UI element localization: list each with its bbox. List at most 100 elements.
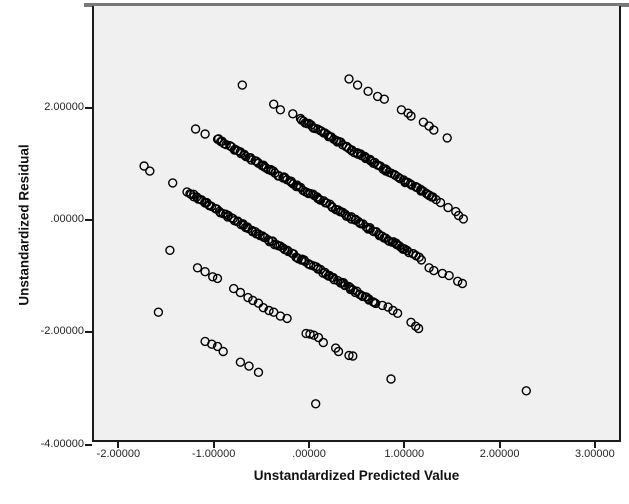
scatter-point [414,252,424,262]
scatter-point [309,330,319,340]
scatter-point [458,214,469,224]
y-tick-mark [85,443,92,446]
scatter-point [244,361,254,371]
x-tick-label: .00000 [292,448,326,460]
scatter-point [268,307,279,317]
x-tick-label: 3.00000 [575,448,615,460]
scatter-point [358,219,368,229]
scatter-point [416,255,427,265]
scatter-point [379,94,389,104]
scatter-point [457,278,468,289]
scatter-point [258,303,269,313]
scatter-point [332,275,343,286]
scatter-point [165,245,175,256]
scatter-point [235,357,246,367]
scatter-point [221,139,231,150]
scatter-point [275,105,286,115]
scatter-point [235,287,246,298]
scatter-point [413,323,424,334]
scatter-point [431,194,441,205]
scatter-point [253,367,264,377]
scatter-point [363,86,373,97]
scatter-point [200,129,210,139]
scatter-point [207,339,217,349]
scatter-point [192,263,203,273]
y-tick-mark [85,106,92,109]
scatter-point [392,308,403,318]
scatter-point [429,125,439,135]
scatter-point [386,374,396,384]
scatter-point [167,178,178,188]
scatter-point [333,346,344,357]
scatter-point [207,272,218,282]
scatter-point [273,171,284,181]
x-tick-label: -2.00000 [96,448,141,460]
scatter-point [437,268,448,279]
scatter-point [305,329,315,339]
y-tick-label: -4.00000 [40,437,84,450]
scatter-point [406,111,416,121]
scatter-point [139,161,149,171]
scatter-point [282,313,292,324]
scatter-point [361,292,372,302]
scatter-points-canvas [139,74,531,409]
scatter-point [153,307,164,317]
scatter-point [377,300,388,311]
scatter-point [371,298,381,309]
x-tick-mark [403,442,406,448]
scatter-point [264,305,274,316]
x-tick-label: 1.00000 [384,448,425,460]
y-tick-mark [85,219,92,221]
x-tick-mark [593,442,596,448]
y-tick-label: -2.00000 [40,325,84,338]
x-axis-title: Unstandardized Predicted Value [253,468,460,483]
x-tick-mark [308,442,310,448]
y-tick-label: .00000 [50,213,84,225]
scatter-point [348,351,358,361]
scatter-point [444,270,454,281]
scatter-point [424,263,434,273]
x-tick-mark [117,442,120,448]
y-tick-label: 2.00000 [44,100,84,113]
scatter-point [190,124,201,134]
scatter-point [145,166,155,176]
scatter-point [200,267,210,277]
scatter-point [218,346,228,357]
scatter-point [212,341,223,352]
scatter-point [407,180,417,190]
scatter-point [237,80,248,90]
scatter-point [453,276,463,286]
scatter-point [243,292,253,303]
scatter-point [228,283,239,294]
scatter-point [344,74,354,84]
scatter-point [189,192,199,202]
scatter-point [521,386,531,396]
scatter-point [344,350,354,361]
scatter-point [443,202,453,213]
scatter-point [411,321,421,331]
scatter-point [418,117,429,127]
scatter-point [442,133,452,143]
scatter-point [353,216,364,227]
x-tick-label: -1.00000 [191,448,236,460]
scatter-point [313,332,324,343]
scatter-point [352,80,363,90]
scatter-point [288,109,298,119]
scatter-point [268,99,279,109]
scatter-point [248,295,258,306]
scatter-point [318,337,329,348]
x-tick-mark [498,442,501,448]
y-axis-title: Unstandardized Residual [16,144,32,306]
chart-frame-top-border [84,3,629,7]
scatter-point [382,165,392,175]
x-tick-mark [212,442,215,448]
scatter-point [403,108,413,118]
scatter-point [429,265,439,276]
scatter-point [388,305,398,316]
scatter-point [268,166,279,176]
y-tick-mark [85,331,92,334]
scatter-point [212,273,223,284]
x-tick-label: 2.00000 [479,448,520,460]
scatter-point [310,399,321,409]
